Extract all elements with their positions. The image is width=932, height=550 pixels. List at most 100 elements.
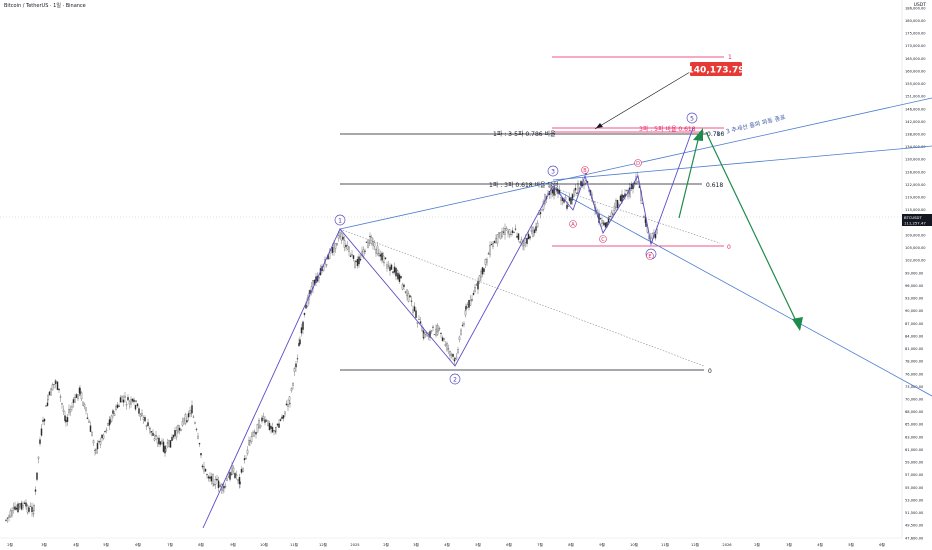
candle — [483, 268, 485, 272]
y-tick-label: 81,000.00 — [905, 347, 924, 351]
candle — [318, 277, 320, 279]
x-axis: 2월 3월 4월 5월 6월 7월 8월 9월 10월 11월 12월 2025 2월 3월 4월 5월 6월 7… — [7, 542, 885, 547]
candle — [237, 479, 239, 481]
candle — [469, 299, 472, 306]
candle — [175, 430, 178, 438]
candle — [446, 343, 448, 351]
candle — [289, 403, 291, 404]
candle — [404, 291, 407, 293]
candle — [249, 440, 251, 443]
candle — [194, 422, 196, 424]
candle — [578, 188, 581, 190]
svg-text:1: 1 — [338, 217, 342, 224]
wave-label-3: 3 — [547, 165, 559, 177]
y-tick-label: 70,000.00 — [905, 397, 924, 401]
candle — [615, 200, 617, 208]
candle — [419, 321, 422, 324]
candle — [403, 284, 405, 287]
candle — [240, 469, 243, 473]
candle — [153, 438, 156, 441]
candle — [334, 243, 337, 249]
svg-text:E: E — [648, 254, 651, 260]
candle — [610, 212, 613, 217]
candle — [8, 515, 10, 518]
candle — [261, 417, 263, 422]
y-tick-label: 78,000.00 — [905, 360, 924, 364]
candle — [322, 266, 325, 272]
candle — [418, 319, 420, 320]
candle — [302, 321, 304, 330]
candle — [53, 383, 55, 385]
candle — [409, 295, 411, 298]
y-tick-label: 90,000.00 — [905, 309, 924, 313]
x-tick-label: 10월 — [260, 542, 268, 547]
candle — [203, 466, 205, 472]
green-down-arrow — [705, 131, 798, 324]
target-pointer — [594, 71, 691, 130]
candle — [242, 468, 244, 472]
x-tick-label: 12월 — [319, 542, 327, 547]
candle — [463, 323, 465, 325]
y-tick-label: 165,000.00 — [905, 57, 926, 61]
candle — [125, 403, 128, 406]
y-tick-label: 87,000.00 — [905, 322, 924, 326]
candle — [493, 241, 496, 244]
candle — [107, 422, 109, 426]
candle — [232, 467, 235, 472]
x-tick-label: 10월 — [630, 542, 638, 547]
candle — [255, 432, 257, 435]
candle — [298, 343, 300, 347]
candle — [358, 256, 360, 265]
candle — [523, 243, 525, 246]
candle — [131, 398, 134, 402]
candle — [478, 275, 481, 282]
trendline-lower — [559, 191, 932, 397]
y-tick-label: 105,000.00 — [905, 246, 926, 250]
candle — [407, 293, 410, 302]
candle — [141, 413, 143, 416]
candle — [609, 216, 611, 218]
green-up-arrow — [678, 135, 700, 219]
x-tick-label: 6월 — [506, 542, 512, 547]
candle — [381, 252, 383, 261]
candle — [119, 397, 122, 403]
candle — [495, 238, 497, 243]
candle — [498, 232, 500, 235]
candle — [376, 245, 379, 254]
candle — [437, 329, 439, 332]
candle — [625, 190, 628, 192]
candle — [40, 428, 43, 436]
candle — [474, 286, 476, 292]
candle — [511, 230, 514, 233]
candle — [147, 422, 149, 427]
candle — [577, 183, 579, 193]
current-price-tag: BTCUSDT 111,257.47 — [902, 214, 932, 226]
candle — [75, 394, 78, 398]
candle — [570, 197, 572, 205]
candle — [507, 231, 509, 234]
candle — [5, 519, 7, 521]
candle — [356, 259, 359, 267]
candle — [454, 358, 456, 360]
candle — [519, 241, 521, 243]
y-tick-label: 170,000.00 — [905, 44, 926, 48]
candle — [278, 423, 280, 428]
candle — [397, 273, 399, 280]
candle — [191, 405, 193, 414]
candle — [71, 406, 73, 408]
candle — [472, 293, 475, 295]
candle — [400, 276, 402, 279]
candle — [264, 419, 266, 423]
candle — [42, 420, 44, 422]
x-tick-label: 11월 — [290, 542, 298, 547]
candle — [450, 354, 453, 356]
y-tick-label: 99,000.00 — [905, 271, 924, 275]
candle — [62, 409, 65, 412]
y-tick-label: 160,000.00 — [905, 69, 926, 73]
candle — [181, 421, 184, 426]
candle — [432, 326, 434, 328]
candle — [583, 184, 585, 186]
candle — [79, 387, 81, 395]
y-tick-label: 186,000.00 — [905, 6, 926, 10]
